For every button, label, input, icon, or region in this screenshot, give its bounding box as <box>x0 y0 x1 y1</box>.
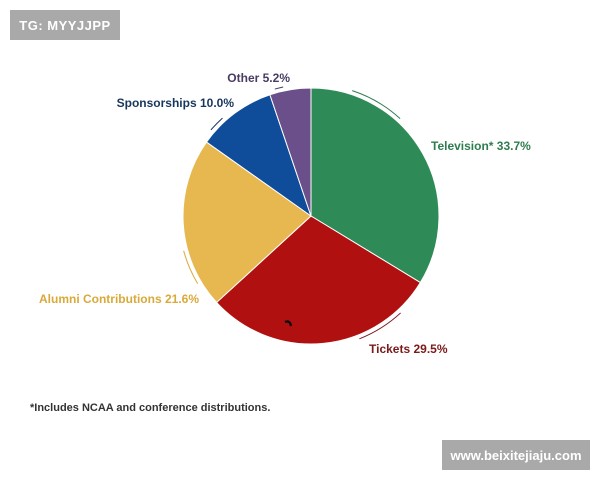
slice-label: Television* 33.7% <box>431 139 531 153</box>
pie-slice-television <box>310 87 440 284</box>
slice-label: Other 5.2% <box>227 71 290 85</box>
label-connector <box>210 117 223 131</box>
watermark-bottom-right: www.beixitejiaju.com <box>442 440 590 470</box>
label-connector <box>352 90 401 119</box>
label-connector <box>183 250 199 284</box>
footnote: *Includes NCAA and conference distributi… <box>30 402 271 414</box>
pie-slices <box>182 87 440 345</box>
slice-label: Sponsorships 10.0% <box>117 96 235 110</box>
label-connector <box>274 86 284 90</box>
slice-labels: Television* 33.7% Tickets 29.5% Alumni Con… <box>39 71 531 356</box>
pie-slice-alumni-contributions <box>182 141 312 304</box>
slice-label: Alumni Contributions 21.6% <box>39 292 199 306</box>
label-connector <box>359 312 401 340</box>
label-connectors <box>183 86 401 340</box>
pie-slice-sponsorships <box>205 94 312 218</box>
pie-slice-tickets <box>215 215 422 345</box>
pie-slice-other <box>269 87 312 217</box>
slice-label: Tickets 29.5% <box>369 342 448 356</box>
cursor-mark-icon <box>284 320 293 327</box>
watermark-top-left: TG: MYYJJPP <box>10 10 120 40</box>
